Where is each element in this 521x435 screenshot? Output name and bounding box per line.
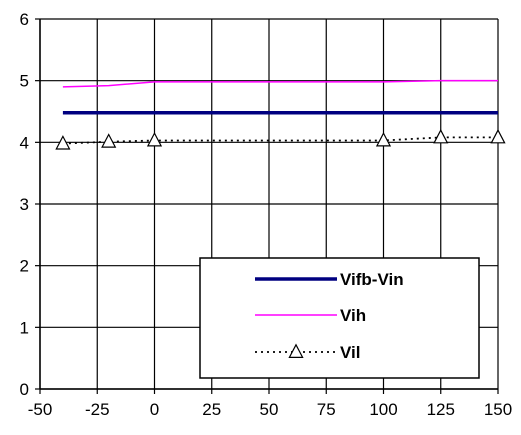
series-line-vih [62,79,498,88]
y-tick-label: 1 [20,318,29,337]
x-tick-label: 150 [484,400,512,419]
data-point-vil [490,128,506,144]
y-tick-label: 5 [20,72,29,91]
x-tick-label: 0 [150,400,159,419]
y-tick-label: 0 [20,380,29,399]
series-layer [55,79,506,150]
y-tick-label: 6 [20,10,29,29]
legend-label-vil: Vil [340,343,360,362]
legend-label-vih: Vih [340,306,366,325]
y-tick-label: 3 [20,195,29,214]
grid [39,18,499,390]
legend: Vifb-Vin Vih Vil [199,257,480,379]
x-tick-label: 25 [202,400,221,419]
data-point-vil [101,133,117,148]
legend-marker-vil [288,343,304,358]
axes [35,18,499,394]
data-point-vil [146,131,163,147]
legend-box [199,257,480,379]
x-tick-label: 50 [260,400,279,419]
x-tick-label: 125 [427,400,455,419]
legend-label-vifb-vin: Vifb-Vin [340,270,404,289]
data-point-vil [433,128,449,144]
x-tick-label: 75 [317,400,336,419]
data-point-vil [55,135,71,150]
tick-labels: -50 -25 0 25 50 75 100 125 150 0 1 2 3 4 5 6 [20,10,513,419]
x-tick-label: -50 [28,400,53,419]
y-tick-label: 4 [20,133,29,152]
data-point-vil [375,131,392,147]
x-tick-label: -25 [85,400,110,419]
x-tick-label: 100 [369,400,397,419]
y-tick-label: 2 [20,257,29,276]
